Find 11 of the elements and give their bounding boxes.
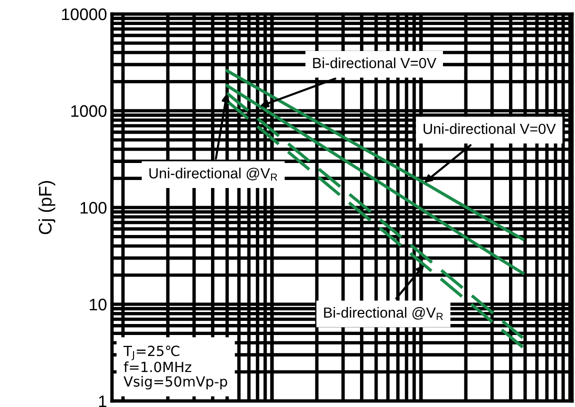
annotation: T$_{J}$=25℃ f=1.0MHz Vsig=50mVp-p: [123, 346, 228, 390]
y-tick-label: 1000: [71, 105, 106, 117]
y-axis-title: Cj (pF): [38, 181, 56, 234]
y-tick-label: 10000: [62, 8, 106, 20]
y-tick-label: 1: [99, 396, 106, 407]
text: Bi-directional V=0V: [313, 58, 436, 68]
series-label: Uni-directional @V$_{R}$: [149, 168, 278, 181]
y-tick-label: 100: [80, 202, 106, 214]
series-label: Bi-directional @V$_{R}$: [324, 307, 443, 320]
text: Uni-directional V=0V: [424, 123, 556, 134]
y-tick-label: 10: [90, 298, 106, 310]
